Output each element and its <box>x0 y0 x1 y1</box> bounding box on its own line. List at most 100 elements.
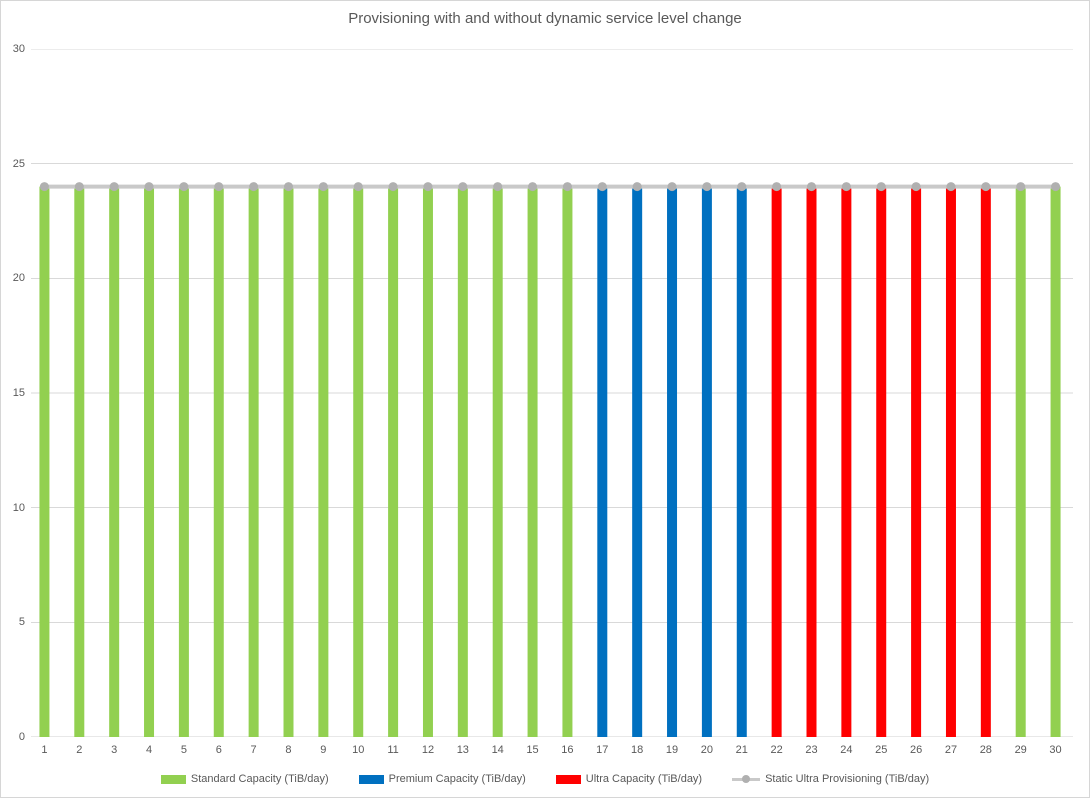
x-axis-label: 14 <box>491 744 504 756</box>
bar <box>1015 186 1026 737</box>
line-marker <box>911 182 921 192</box>
x-axis-label: 27 <box>944 744 958 756</box>
x-axis-label: 7 <box>250 744 257 756</box>
x-axis-label: 9 <box>320 744 327 756</box>
bar <box>945 186 956 737</box>
legend-label: Static Ultra Provisioning (TiB/day) <box>765 773 930 785</box>
y-axis-label: 5 <box>18 616 25 629</box>
line-marker <box>562 182 572 192</box>
legend-bar-swatch <box>358 774 384 784</box>
x-axis-label: 18 <box>631 744 644 756</box>
line-marker <box>632 182 642 192</box>
bar <box>213 186 224 737</box>
x-axis-labels: 1 2 3 4 5 6 7 8 9 10 11 12 13 14 15 16 17 18 19 20 21 22 23 24 2… <box>27 743 1073 759</box>
line-marker <box>528 182 538 192</box>
y-axis-label: 10 <box>12 501 25 514</box>
x-axis-label: 11 <box>387 744 399 756</box>
legend-item: Static Ultra Provisioning (TiB/day) <box>732 773 929 785</box>
bar <box>457 186 468 737</box>
y-axis-label: 25 <box>12 157 25 170</box>
line-marker <box>249 182 259 192</box>
line-marker <box>597 182 607 192</box>
x-axis-label: 17 <box>596 744 609 756</box>
x-axis-label: 3 <box>111 744 118 756</box>
line-marker <box>981 182 991 192</box>
line-marker <box>667 182 677 192</box>
legend-bar-swatch <box>555 774 581 784</box>
line-marker <box>39 182 49 192</box>
bar <box>144 186 155 737</box>
x-axis-label: 15 <box>526 744 539 756</box>
bar <box>980 186 991 737</box>
x-axis-label: 13 <box>456 744 469 756</box>
bar <box>632 186 643 737</box>
line-marker <box>318 182 328 192</box>
line-marker <box>1051 182 1061 192</box>
plot-area <box>31 49 1073 737</box>
bar <box>318 186 329 737</box>
x-axis-label: 1 <box>41 744 48 756</box>
legend-item: Ultra Capacity (TiB/day) <box>555 773 703 785</box>
line-marker <box>807 182 816 192</box>
legend-bar-swatch <box>160 774 186 784</box>
x-axis-label: 30 <box>1049 744 1062 756</box>
x-axis-label: 28 <box>979 744 992 756</box>
legend-label: Ultra Capacity (TiB/day) <box>585 773 703 785</box>
bar <box>597 186 608 737</box>
line-marker <box>458 182 468 192</box>
bar <box>248 186 259 737</box>
bar <box>39 186 50 737</box>
line-marker <box>353 182 363 192</box>
bar <box>771 186 782 737</box>
line-marker <box>109 182 119 192</box>
legend-label: Premium Capacity (TiB/day) <box>388 773 526 785</box>
y-axis-label: 15 <box>12 387 25 399</box>
x-axis-label: 4 <box>145 744 153 756</box>
x-axis-label: 12 <box>421 744 435 756</box>
bar <box>74 186 85 737</box>
line-marker <box>1016 182 1026 192</box>
bar <box>492 186 503 737</box>
bar <box>876 186 887 737</box>
bar <box>562 186 573 737</box>
x-axis-label: 5 <box>180 744 187 756</box>
x-axis-label: 23 <box>805 744 818 756</box>
bar <box>353 186 364 737</box>
line-marker <box>946 182 956 192</box>
line-marker <box>74 182 84 192</box>
line-marker <box>423 182 433 192</box>
bar <box>1050 186 1061 737</box>
line-marker <box>214 182 224 192</box>
line-marker <box>493 182 503 192</box>
y-axis-label: 0 <box>18 731 25 743</box>
line-marker <box>772 182 782 192</box>
line-marker <box>144 182 154 192</box>
line-marker <box>737 182 747 192</box>
bar <box>178 186 189 737</box>
bar <box>667 186 678 737</box>
legend-item: Standard Capacity (TiB/day) <box>160 773 329 785</box>
x-axis-label: 2 <box>76 744 83 756</box>
y-axis-label: 30 <box>12 43 25 55</box>
bar <box>841 186 852 737</box>
x-axis-label: 6 <box>215 744 222 756</box>
bar <box>283 186 294 737</box>
x-axis-label: 25 <box>875 744 888 756</box>
line-marker <box>179 182 189 192</box>
x-axis-label: 10 <box>352 744 365 756</box>
x-axis-label: 8 <box>285 744 292 756</box>
bar <box>911 186 922 737</box>
bar <box>806 186 817 737</box>
y-axis-labels: 0 5 10 15 20 25 30 <box>1 43 25 743</box>
x-axis-label: 22 <box>770 744 783 756</box>
bar <box>527 186 538 737</box>
legend-label: Standard Capacity (TiB/day) <box>190 773 329 785</box>
bar <box>422 186 433 737</box>
bar <box>388 186 399 737</box>
line-marker <box>284 182 293 192</box>
legend: Standard Capacity (TiB/day) Premium Capac… <box>1 769 1089 789</box>
legend-line-swatch <box>732 775 761 784</box>
y-axis-label: 20 <box>12 272 25 285</box>
line-marker <box>876 182 886 192</box>
